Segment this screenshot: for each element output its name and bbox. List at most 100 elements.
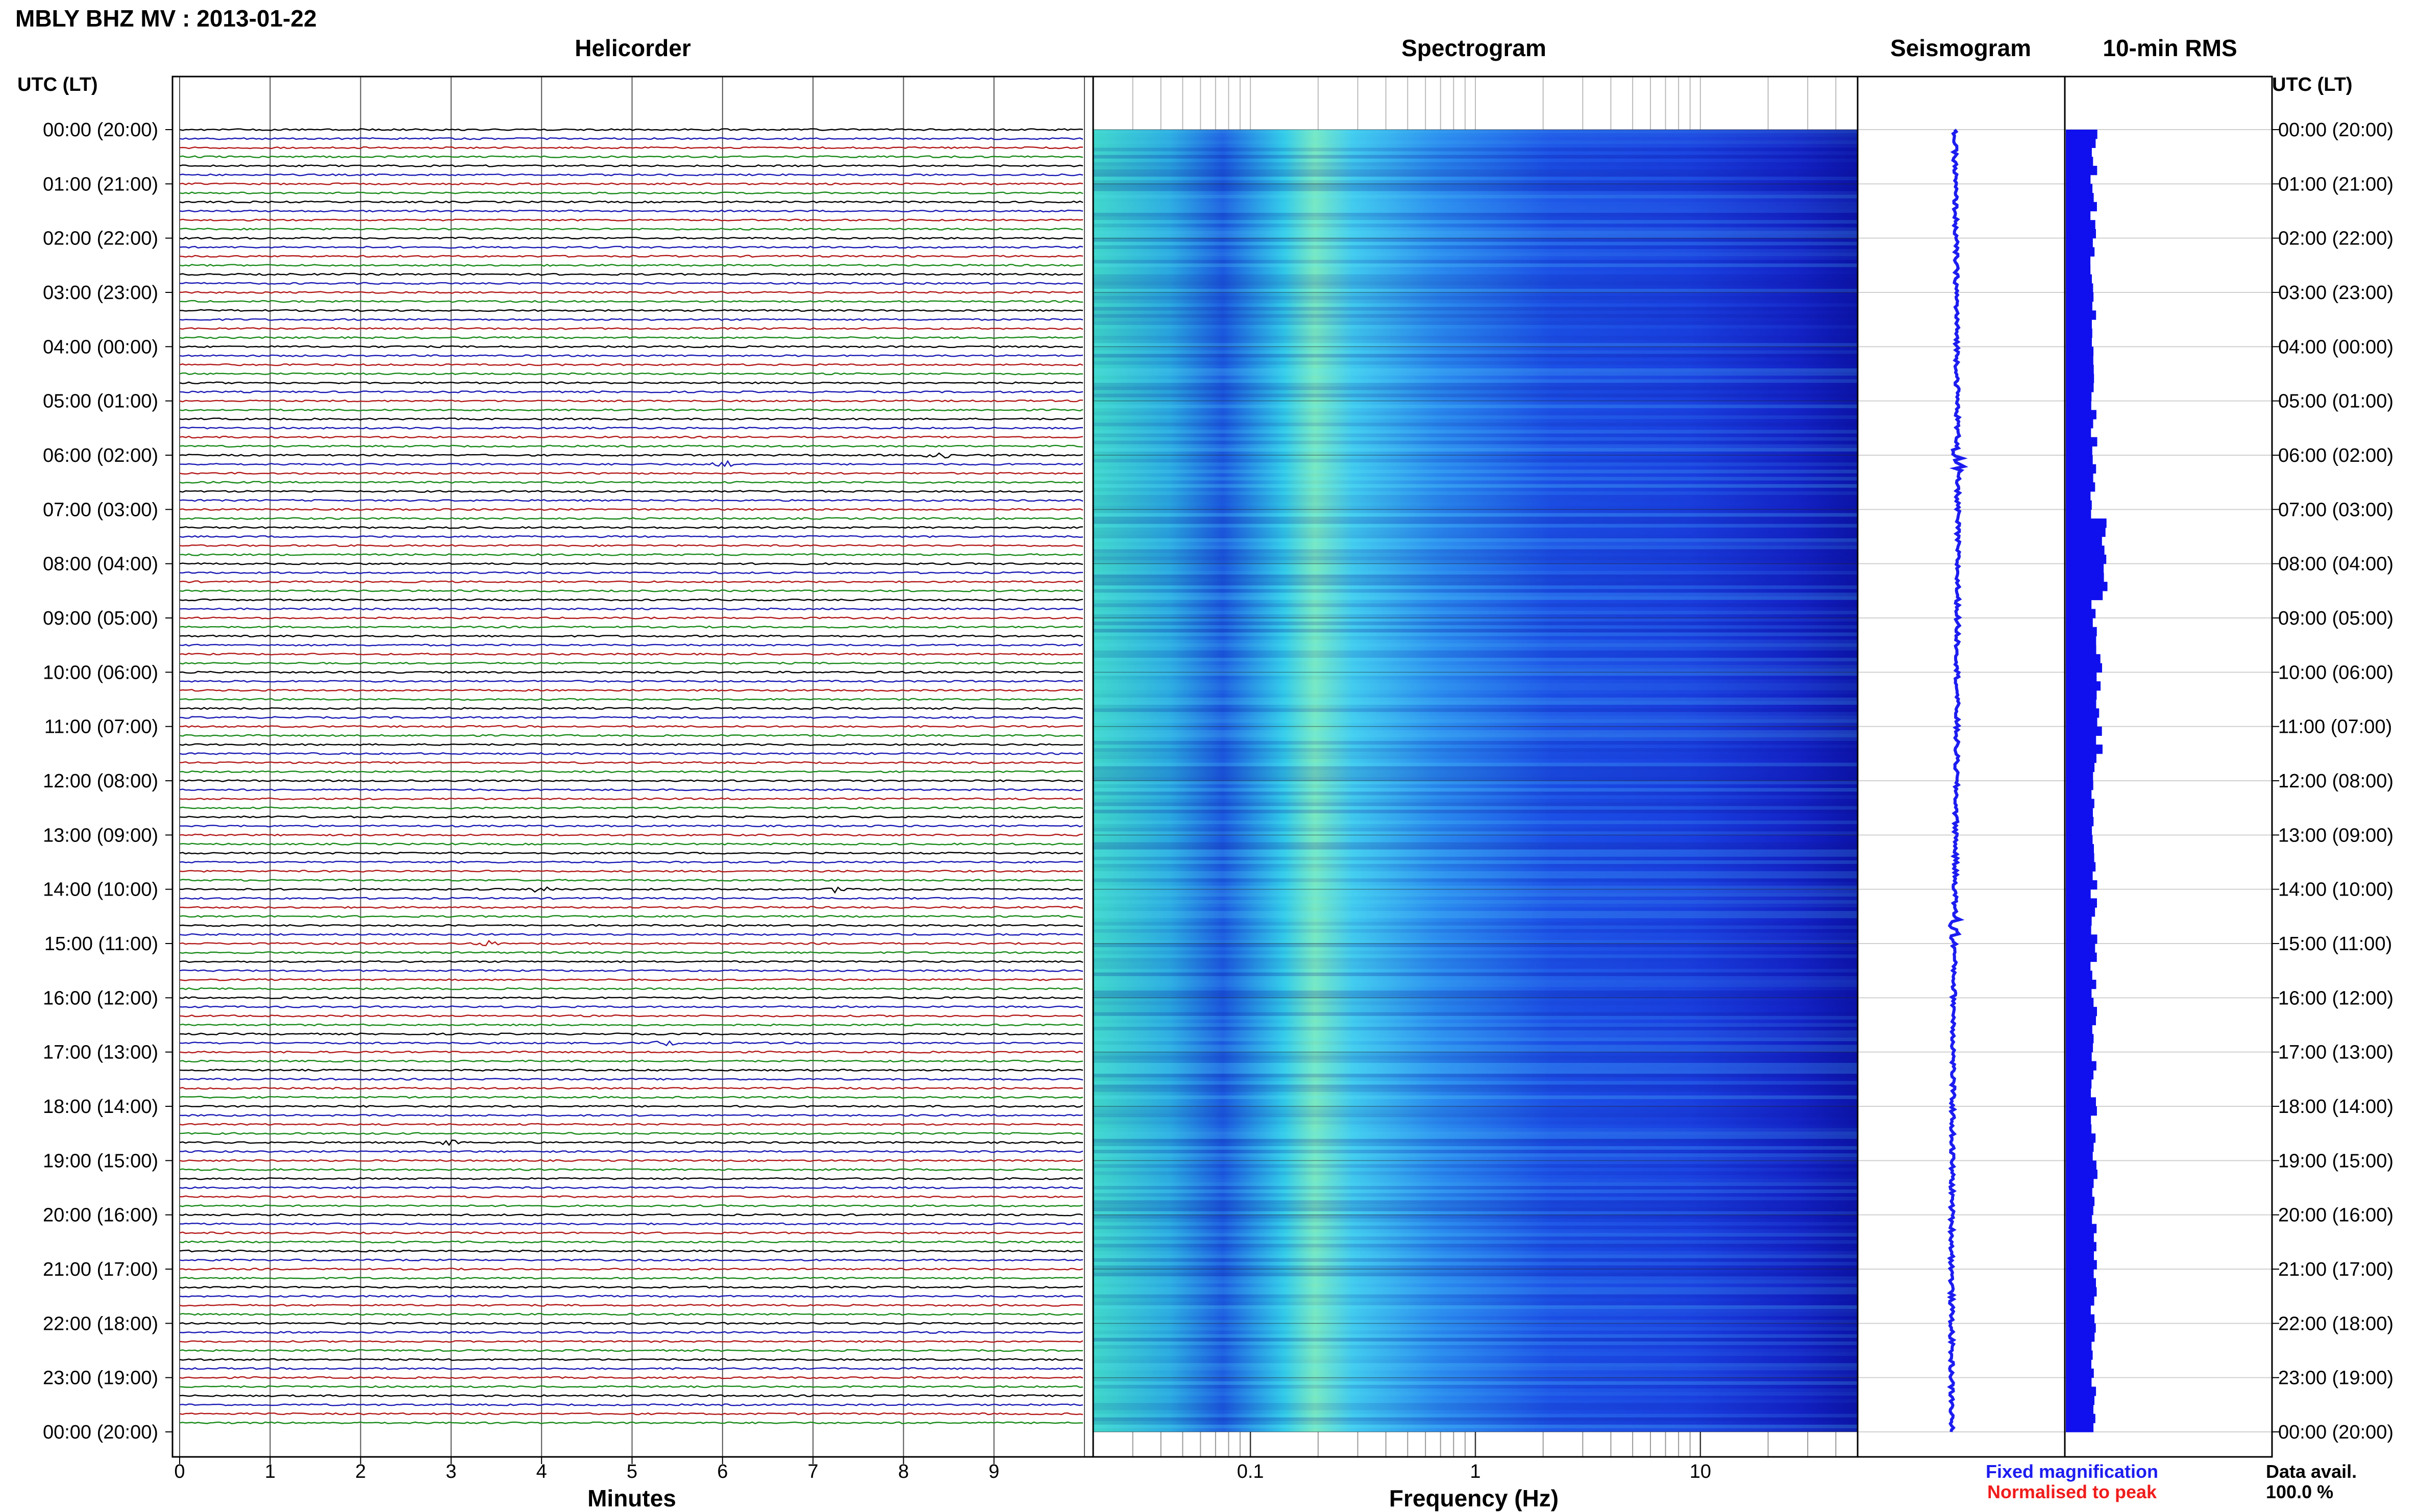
rms-bar: [2066, 726, 2102, 736]
helicorder-trace: [179, 870, 1083, 873]
helicorder-trace: [179, 897, 1083, 900]
rms-bar: [2066, 455, 2093, 465]
spectrogram-texture-row: [1093, 795, 1858, 799]
page-title: MBLY BHZ MV : 2013-01-22: [15, 5, 317, 32]
spectrogram-texture-row: [1093, 1280, 1858, 1284]
rms-bar: [2066, 1404, 2093, 1415]
spectrogram-texture-row: [1093, 755, 1858, 759]
spectrogram-texture-row: [1093, 1150, 1858, 1154]
rms-bar: [2066, 880, 2097, 890]
spectrogram-texture-row: [1093, 433, 1858, 437]
helicorder-trace: [179, 200, 1083, 204]
rms-bar: [2066, 600, 2092, 609]
helicorder-trace: [179, 1340, 1083, 1343]
helicorder-trace: [179, 933, 1083, 936]
time-tick-label-right: 00:00 (20:00): [2278, 1422, 2393, 1443]
spectrogram-texture-row: [1093, 300, 1858, 304]
spectrogram-texture-row: [1093, 1164, 1858, 1168]
rms-bar: [2066, 916, 2092, 926]
spectrogram-x-tick-label: 10: [1690, 1461, 1711, 1482]
rms-bar: [2066, 1314, 2095, 1324]
rms-bar: [2066, 509, 2091, 519]
spectrogram-texture-row: [1093, 516, 1858, 520]
time-tick-label-left: 01:00 (21:00): [43, 173, 158, 195]
rms-bar: [2066, 1423, 2094, 1432]
spectrogram-texture-row: [1093, 321, 1858, 325]
spectrogram-texture-row: [1093, 1428, 1858, 1432]
rms-bar: [2066, 1214, 2092, 1225]
rms-bar: [2066, 582, 2108, 591]
rms-bar: [2066, 961, 2091, 971]
rms-bar: [2066, 1106, 2097, 1116]
spectrogram-texture-row: [1093, 411, 1858, 415]
rms-bar: [2066, 500, 2092, 510]
spectrogram-texture-row: [1093, 187, 1858, 191]
helicorder-trace: [179, 236, 1083, 240]
spectrogram-texture-row: [1093, 1331, 1858, 1334]
helicorder-trace: [179, 1040, 1083, 1047]
helicorder-trace: [179, 707, 1083, 710]
spectrogram-texture-row: [1093, 278, 1858, 282]
rms-bar: [2066, 1350, 2093, 1360]
helicorder-trace: [179, 743, 1083, 747]
spectrogram-texture-row: [1093, 1175, 1858, 1179]
spectrogram-texture-row: [1093, 469, 1858, 474]
spectrogram-texture-row: [1093, 770, 1858, 774]
rms-bar: [2066, 889, 2091, 899]
spectrogram-texture-row: [1093, 893, 1858, 897]
rms-bar: [2066, 546, 2105, 555]
rms-bar: [2066, 193, 2094, 203]
helicorder-trace: [179, 924, 1083, 927]
spectrogram-texture-row: [1093, 1142, 1858, 1146]
spectrogram-texture-row: [1093, 216, 1858, 220]
spectrogram-texture-row: [1093, 1359, 1858, 1364]
spectrogram-texture-row: [1093, 285, 1858, 289]
time-tick-label-right: 17:00 (13:00): [2278, 1042, 2393, 1063]
rms-bar: [2066, 627, 2097, 637]
spectrogram-texture-row: [1093, 838, 1858, 842]
spectrogram-texture-row: [1093, 784, 1858, 788]
spectrogram-texture-row: [1093, 1182, 1858, 1186]
helicorder-trace: [179, 1096, 1083, 1099]
spectrogram-texture-row: [1093, 173, 1858, 177]
spectrogram-texture-row: [1093, 184, 1858, 188]
spectrogram-texture-row: [1093, 1168, 1858, 1172]
rms-bar: [2066, 482, 2095, 492]
helicorder-trace: [179, 607, 1083, 611]
spectrogram-texture-row: [1093, 582, 1858, 586]
spectrogram-texture-row: [1093, 665, 1858, 669]
spectrogram-texture-row: [1093, 137, 1858, 141]
spectrogram-texture-row: [1093, 1233, 1858, 1237]
spectrogram-texture-row: [1093, 1381, 1858, 1385]
spectrogram-texture-row: [1093, 1421, 1858, 1425]
time-tick-label-left: 14:00 (10:00): [43, 879, 158, 901]
spectrogram-texture-row: [1093, 824, 1858, 828]
rms-bar: [2066, 618, 2093, 628]
helicorder-trace: [179, 1231, 1083, 1234]
spectrogram-texture-row: [1093, 165, 1858, 169]
spectrogram-texture-row: [1093, 1030, 1858, 1034]
helicorder-x-tick-label: 4: [536, 1461, 547, 1482]
spectrogram-texture-row: [1093, 1291, 1858, 1295]
rms-bar: [2066, 998, 2094, 1007]
helicorder-trace: [179, 1069, 1083, 1072]
spectrogram-texture-row: [1093, 448, 1858, 452]
rms-bar: [2066, 1115, 2091, 1125]
spectrogram-texture-row: [1093, 1103, 1858, 1106]
rms-bar: [2066, 310, 2096, 320]
helicorder-trace: [179, 562, 1083, 565]
helicorder-trace: [179, 146, 1083, 150]
spectrogram-texture-row: [1093, 1261, 1858, 1266]
spectrogram-texture-row: [1093, 636, 1858, 640]
rms-bar: [2066, 319, 2092, 329]
spectrogram-texture-row: [1093, 499, 1858, 503]
helicorder-trace: [179, 1150, 1083, 1153]
time-tick-label-left: 19:00 (15:00): [43, 1150, 158, 1172]
spectrogram-texture-row: [1093, 871, 1858, 875]
spectrogram-x-tick-label: 0.1: [1237, 1461, 1264, 1482]
rms-bar: [2066, 862, 2096, 872]
helicorder-trace: [179, 345, 1083, 349]
helicorder-trace: [179, 598, 1083, 602]
spectrogram-texture-row: [1093, 390, 1858, 394]
spectrogram-texture-row: [1093, 708, 1858, 712]
